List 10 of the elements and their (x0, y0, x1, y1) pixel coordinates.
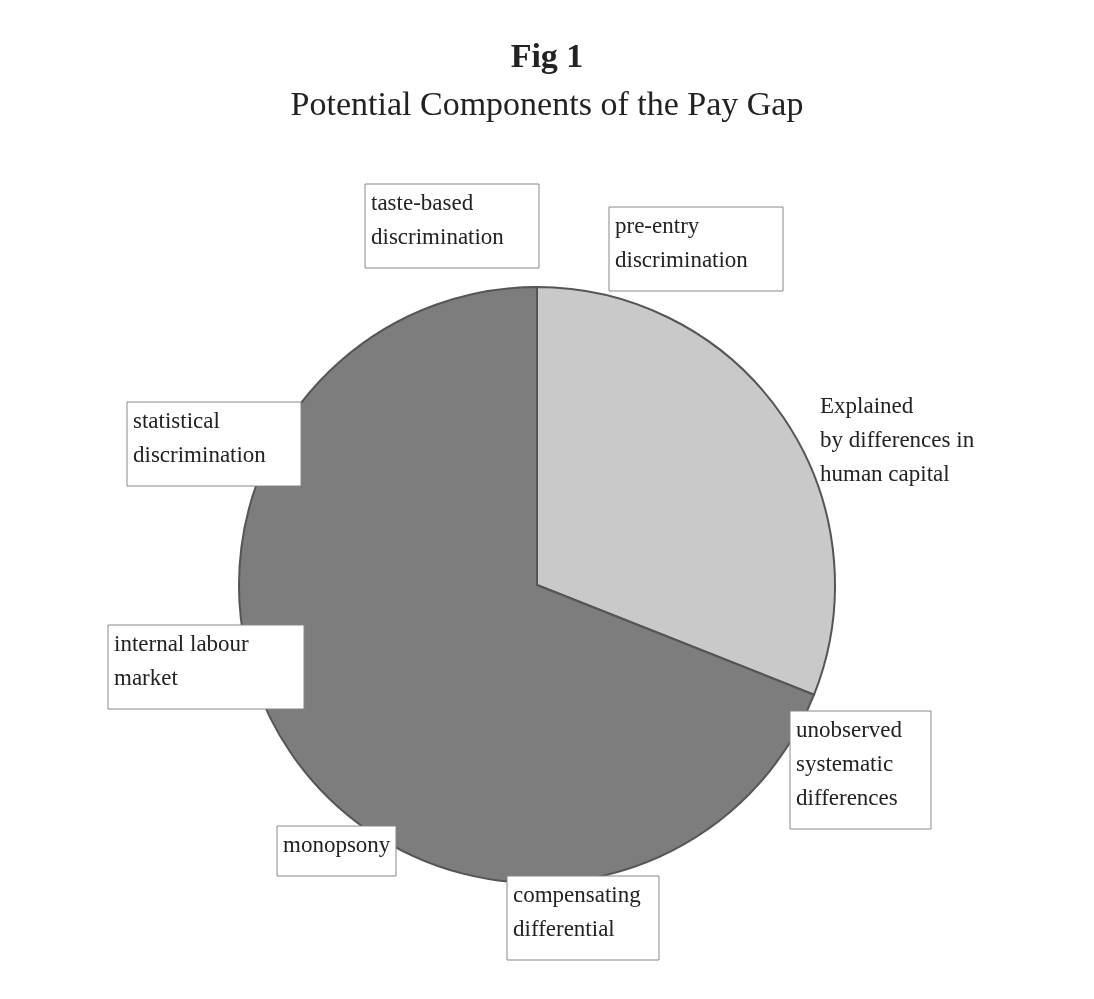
text: internal labour market (114, 631, 250, 690)
text: monopsony (283, 832, 391, 857)
text: pre-entry discrimination (615, 213, 749, 272)
chart-title: Fig 1 (510, 37, 584, 74)
slice-label: Explained by differences in human capital (820, 393, 975, 486)
text: statistical discrimination (133, 408, 267, 467)
text: unobserved systematic differences (796, 717, 903, 810)
text: compensating differential (513, 882, 642, 941)
chart-subtitle: Potential Components of the Pay Gap (290, 85, 804, 122)
text: taste-based discrimination (371, 190, 505, 249)
